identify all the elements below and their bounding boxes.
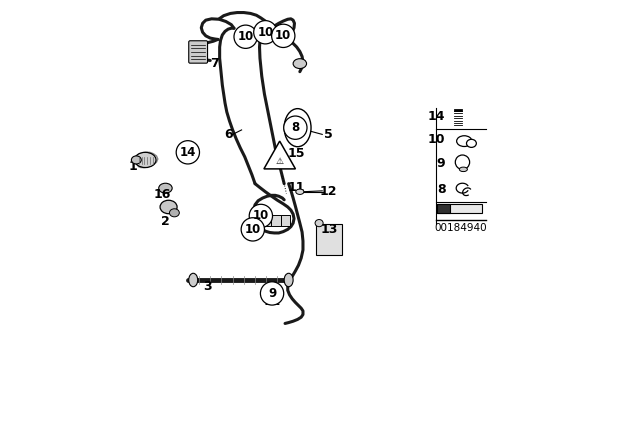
- Ellipse shape: [159, 183, 172, 193]
- Ellipse shape: [467, 139, 476, 147]
- Text: 7: 7: [211, 57, 219, 70]
- Text: 10: 10: [237, 30, 253, 43]
- Ellipse shape: [296, 189, 304, 194]
- Text: 10: 10: [275, 29, 291, 43]
- FancyBboxPatch shape: [280, 215, 289, 226]
- FancyBboxPatch shape: [261, 215, 271, 226]
- Polygon shape: [264, 141, 296, 169]
- FancyBboxPatch shape: [316, 224, 342, 255]
- Text: 2: 2: [161, 215, 170, 228]
- Text: 4: 4: [269, 289, 277, 302]
- Circle shape: [241, 218, 264, 241]
- Text: 8: 8: [437, 182, 445, 196]
- Ellipse shape: [131, 156, 141, 164]
- FancyBboxPatch shape: [189, 41, 207, 63]
- FancyBboxPatch shape: [437, 204, 482, 213]
- Ellipse shape: [134, 152, 156, 168]
- Ellipse shape: [315, 220, 323, 227]
- Text: 10: 10: [244, 223, 261, 236]
- Text: 13: 13: [320, 223, 338, 236]
- Text: 10: 10: [253, 209, 269, 223]
- Text: 12: 12: [263, 295, 281, 309]
- FancyBboxPatch shape: [271, 215, 281, 226]
- Ellipse shape: [284, 273, 293, 287]
- Text: 10: 10: [428, 133, 445, 146]
- Text: 14: 14: [180, 146, 196, 159]
- Ellipse shape: [293, 59, 307, 69]
- Text: 1: 1: [129, 160, 137, 173]
- Ellipse shape: [284, 109, 311, 147]
- Text: ⚠: ⚠: [276, 157, 284, 166]
- Circle shape: [253, 21, 277, 44]
- Ellipse shape: [189, 273, 198, 287]
- Text: 11: 11: [288, 181, 305, 194]
- Text: 14: 14: [428, 110, 445, 123]
- Text: 00184940: 00184940: [435, 223, 488, 233]
- Circle shape: [271, 24, 295, 47]
- Text: 3: 3: [203, 280, 211, 293]
- Circle shape: [234, 25, 257, 48]
- Ellipse shape: [160, 200, 177, 214]
- Circle shape: [249, 204, 273, 228]
- Text: 8: 8: [291, 121, 300, 134]
- Circle shape: [455, 155, 470, 169]
- Circle shape: [176, 141, 200, 164]
- Text: 9: 9: [437, 157, 445, 170]
- Text: 16: 16: [154, 188, 171, 202]
- FancyBboxPatch shape: [437, 204, 450, 213]
- Ellipse shape: [460, 167, 467, 172]
- Text: 9: 9: [268, 287, 276, 300]
- Ellipse shape: [456, 136, 472, 146]
- Text: 10: 10: [257, 26, 273, 39]
- Text: 12: 12: [319, 185, 337, 198]
- Text: 5: 5: [324, 128, 332, 141]
- Ellipse shape: [170, 209, 179, 217]
- Circle shape: [284, 116, 307, 139]
- Text: 15: 15: [288, 146, 305, 160]
- Text: 6: 6: [224, 128, 232, 141]
- Circle shape: [260, 282, 284, 305]
